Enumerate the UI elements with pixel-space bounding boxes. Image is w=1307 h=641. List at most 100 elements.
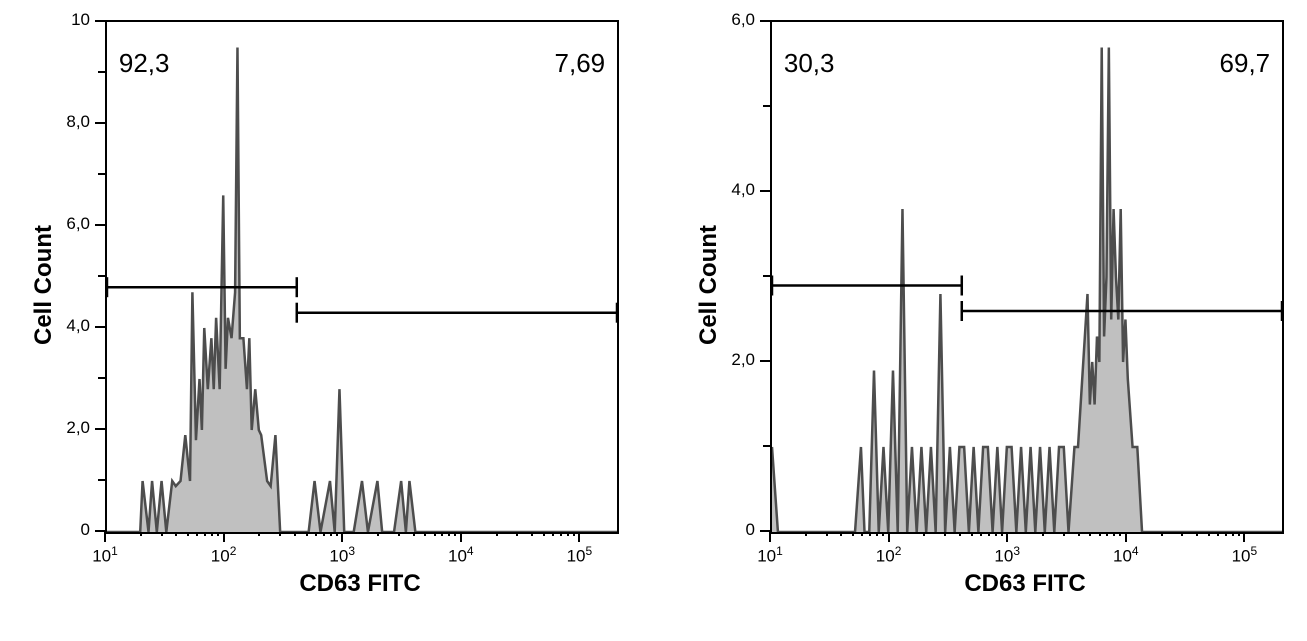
xtick-minor	[869, 532, 871, 536]
xtick-label: 103	[322, 544, 362, 567]
xtick-minor	[543, 532, 545, 536]
gate-percent-label: 7,69	[555, 48, 606, 79]
ytick-mark	[95, 224, 105, 226]
ytick-mark	[95, 326, 105, 328]
xtick-label: 101	[750, 544, 790, 567]
xtick-minor	[995, 532, 997, 536]
xtick-minor	[944, 532, 946, 536]
xtick-minor	[852, 532, 854, 536]
xtick-minor	[336, 532, 338, 536]
histogram-panel-left: 92,37,6902,04,06,08,010101102103104105Ce…	[0, 0, 640, 641]
ytick-label: 8,0	[40, 112, 90, 132]
ytick-minor	[763, 275, 770, 277]
ytick-minor	[98, 173, 105, 175]
ytick-minor	[763, 105, 770, 107]
ytick-mark	[760, 190, 770, 192]
ytick-label: 10	[40, 10, 90, 30]
ytick-mark	[760, 360, 770, 362]
xtick-label: 105	[1224, 544, 1264, 567]
xtick-minor	[826, 532, 828, 536]
xtick-minor	[560, 532, 562, 536]
xtick-mark	[769, 532, 771, 542]
xtick-minor	[1217, 532, 1219, 536]
xtick-minor	[187, 532, 189, 536]
xtick-minor	[279, 532, 281, 536]
xtick-minor	[398, 532, 400, 536]
gate-marker-1	[297, 303, 617, 323]
xtick-minor	[567, 532, 569, 536]
xtick-label: 102	[869, 544, 909, 567]
xtick-minor	[323, 532, 325, 536]
ytick-minor	[98, 377, 105, 379]
xtick-minor	[1119, 532, 1121, 536]
xtick-minor	[413, 532, 415, 536]
xtick-minor	[306, 532, 308, 536]
ytick-label: 2,0	[705, 350, 755, 370]
xtick-minor	[175, 532, 177, 536]
xtick-label: 103	[987, 544, 1027, 567]
xtick-label: 104	[1106, 544, 1146, 567]
xlabel: CD63 FITC	[105, 570, 615, 598]
xlabel: CD63 FITC	[770, 570, 1280, 598]
xtick-mark	[578, 532, 580, 542]
histogram-fill	[772, 48, 1282, 533]
plot-area: 92,37,69	[105, 20, 619, 534]
ytick-minor	[763, 445, 770, 447]
xtick-label: 101	[85, 544, 125, 567]
histogram-panel-right: 30,369,702,04,06,0101102103104105Cell Co…	[665, 0, 1305, 641]
xtick-minor	[882, 532, 884, 536]
xtick-minor	[1208, 532, 1210, 536]
xtick-minor	[1099, 532, 1101, 536]
figure: 92,37,6902,04,06,08,010101102103104105Ce…	[0, 0, 1307, 641]
ytick-minor	[98, 71, 105, 73]
xtick-label: 102	[204, 544, 244, 567]
gate-marker-0	[772, 276, 962, 296]
xtick-minor	[1232, 532, 1234, 536]
xtick-minor	[448, 532, 450, 536]
xtick-minor	[377, 532, 379, 536]
histogram-line	[107, 48, 617, 533]
xtick-minor	[217, 532, 219, 536]
xtick-minor	[861, 532, 863, 536]
xtick-minor	[441, 532, 443, 536]
ytick-label: 2,0	[40, 418, 90, 438]
ylabel: Cell Count	[695, 225, 723, 345]
xtick-mark	[888, 532, 890, 542]
ytick-minor	[98, 275, 105, 277]
xtick-minor	[1063, 532, 1065, 536]
ytick-mark	[95, 20, 105, 22]
xtick-mark	[104, 532, 106, 542]
xtick-minor	[140, 532, 142, 536]
plot-area: 30,369,7	[770, 20, 1284, 534]
xtick-label: 104	[441, 544, 481, 567]
xtick-mark	[1125, 532, 1127, 542]
xtick-minor	[1089, 532, 1091, 536]
xtick-minor	[840, 532, 842, 536]
xtick-minor	[573, 532, 575, 536]
xtick-label: 105	[559, 544, 599, 567]
xtick-minor	[516, 532, 518, 536]
ylabel: Cell Count	[30, 225, 58, 345]
xtick-minor	[1181, 532, 1183, 536]
xtick-minor	[1113, 532, 1115, 536]
xtick-minor	[496, 532, 498, 536]
xtick-minor	[876, 532, 878, 536]
xtick-mark	[1243, 532, 1245, 542]
ytick-minor	[98, 479, 105, 481]
xtick-minor	[971, 532, 973, 536]
ytick-label: 0	[705, 520, 755, 540]
ytick-label: 0	[40, 520, 90, 540]
xtick-minor	[204, 532, 206, 536]
xtick-minor	[315, 532, 317, 536]
xtick-mark	[341, 532, 343, 542]
gate-percent-label: 69,7	[1220, 48, 1271, 79]
xtick-minor	[1196, 532, 1198, 536]
xtick-mark	[223, 532, 225, 542]
gate-marker-0	[107, 277, 297, 297]
ytick-mark	[760, 20, 770, 22]
xtick-minor	[988, 532, 990, 536]
ytick-mark	[95, 428, 105, 430]
xtick-minor	[805, 532, 807, 536]
xtick-minor	[1106, 532, 1108, 536]
xtick-minor	[330, 532, 332, 536]
